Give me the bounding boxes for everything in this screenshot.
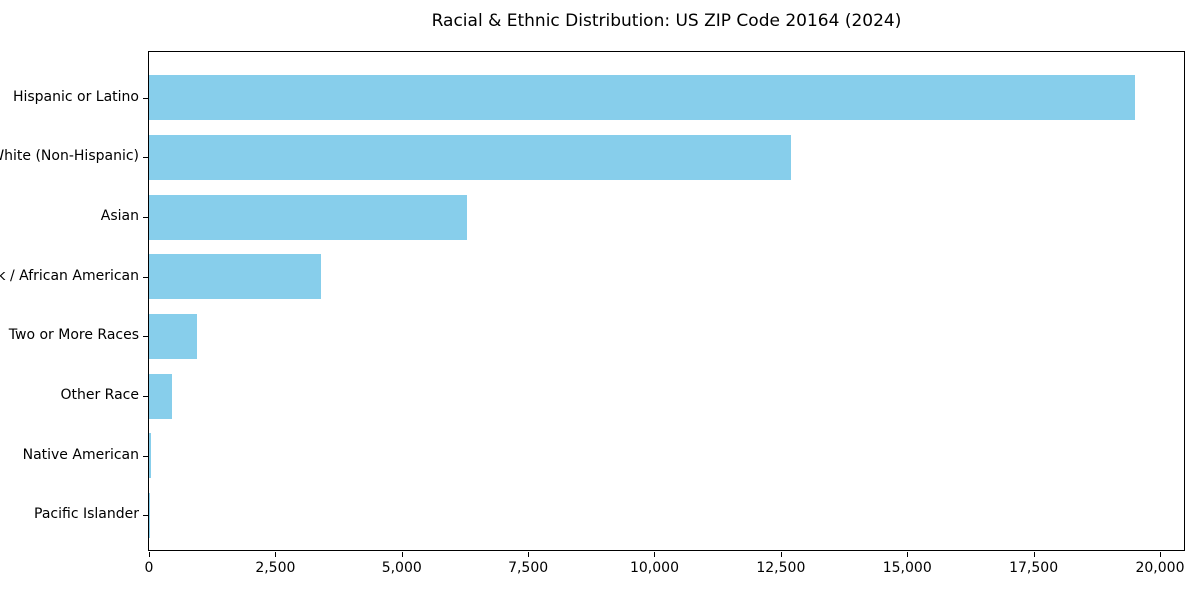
y-tick-label-black-african-american: Black / African American — [0, 267, 139, 284]
x-tick-label-5000: 5,000 — [381, 560, 422, 576]
x-tick-mark — [654, 552, 656, 557]
bar-two-or-more-races — [149, 313, 198, 359]
bar-black-african-american — [149, 254, 321, 300]
bar-asian — [149, 194, 468, 240]
x-tick-label-10000: 10,000 — [629, 560, 679, 576]
x-tick-label-2500: 2,500 — [255, 560, 296, 576]
x-tick-label-15000: 15,000 — [882, 560, 932, 576]
x-tick-mark — [401, 552, 403, 557]
y-tick-mark — [143, 97, 148, 99]
x-tick-label-12500: 12,500 — [756, 560, 806, 576]
x-tick-label-7500: 7,500 — [508, 560, 549, 576]
y-tick-mark — [143, 217, 148, 219]
y-tick-label-asian: Asian — [100, 208, 139, 225]
y-tick-label-pacific-islander: Pacific Islander — [34, 506, 139, 523]
x-tick-mark — [1159, 552, 1161, 557]
y-tick-label-white-non-hispanic: White (Non-Hispanic) — [0, 148, 139, 165]
x-tick-label-17500: 17,500 — [1009, 560, 1059, 576]
y-tick-mark — [143, 157, 148, 159]
y-tick-label-two-or-more-races: Two or More Races — [8, 327, 139, 344]
x-tick-mark — [780, 552, 782, 557]
x-tick-mark — [1033, 552, 1035, 557]
chart-title: Racial & Ethnic Distribution: US ZIP Cod… — [431, 11, 902, 31]
bar-pacific-islander — [149, 492, 150, 538]
x-tick-mark — [275, 552, 277, 557]
y-tick-mark — [143, 276, 148, 278]
y-tick-mark — [143, 336, 148, 338]
x-tick-mark — [149, 552, 150, 557]
y-tick-label-other-race: Other Race — [60, 387, 139, 403]
x-tick-mark — [528, 552, 530, 557]
bar-native-american — [149, 433, 152, 479]
y-tick-label-native-american: Native American — [22, 446, 139, 463]
y-tick-mark — [143, 396, 148, 397]
bar-white-non-hispanic — [149, 134, 791, 180]
x-tick-mark — [907, 552, 909, 557]
bar-other-race — [149, 373, 172, 419]
bar-hispanic-or-latino — [149, 75, 1135, 121]
y-tick-mark — [143, 515, 148, 517]
plot-area — [143, 51, 1185, 557]
y-tick-mark — [143, 455, 148, 457]
x-tick-label-0: 0 — [144, 560, 154, 576]
y-tick-label-hispanic-or-latino: Hispanic or Latino — [12, 88, 139, 105]
x-tick-label-20000: 20,000 — [1135, 560, 1185, 576]
